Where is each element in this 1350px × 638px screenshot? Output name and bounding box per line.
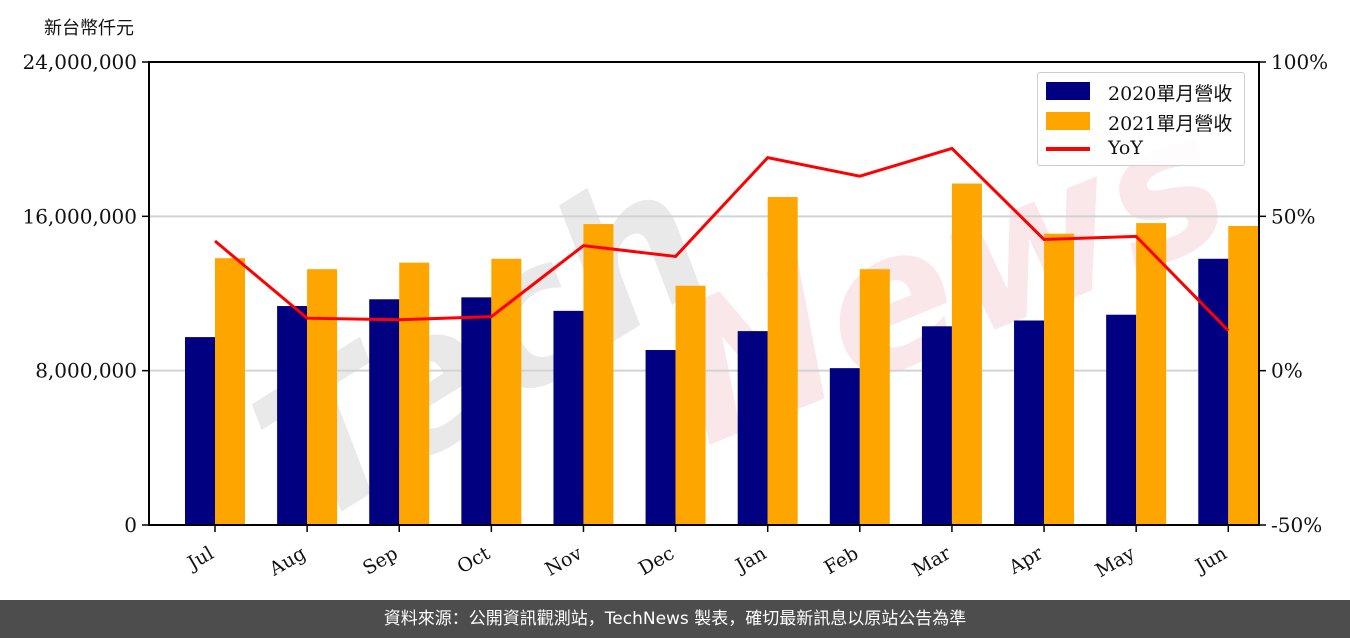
bar-2020: [829, 368, 860, 525]
x-tick-label: Jun: [1190, 542, 1231, 578]
bar-2021: [583, 224, 614, 526]
y-tick-label: 8,000,000: [35, 359, 137, 383]
y2-tick-label: 50%: [1271, 204, 1315, 228]
y2-tick-label: -50%: [1271, 513, 1322, 537]
bar-2020: [461, 297, 492, 525]
chart-plot: TechNews08,000,00016,000,00024,000,000-5…: [22, 50, 1328, 582]
legend-swatch-2020: [1046, 82, 1090, 100]
y-tick-label: 0: [124, 513, 137, 537]
bar-2020: [185, 337, 215, 525]
y2-tick-label: 0%: [1271, 359, 1303, 383]
legend-item-yoy: YoY: [1038, 135, 1244, 163]
bar-2021: [859, 269, 890, 525]
bar-2021: [215, 258, 245, 525]
bar-2021: [767, 197, 798, 525]
legend-label-yoy: YoY: [1108, 137, 1143, 159]
bar-2021: [399, 262, 430, 525]
legend-line-yoy: [1046, 147, 1090, 151]
y2-tick-label: 100%: [1271, 50, 1328, 74]
bar-2020: [1014, 320, 1045, 525]
x-tick-label: Jan: [730, 542, 770, 578]
x-tick-label: Jul: [182, 542, 217, 575]
bar-2021: [1228, 225, 1259, 525]
bar-2021: [951, 183, 982, 525]
x-tick-label: Apr: [1004, 542, 1047, 579]
bar-2021: [675, 285, 706, 525]
source-footer: 資料來源：公開資訊觀測站，TechNews 製表，確切最新訊息以原站公告為準: [0, 600, 1350, 638]
y-tick-label: 24,000,000: [22, 50, 137, 74]
bar-2021: [1044, 233, 1075, 525]
bar-2021: [1136, 223, 1167, 525]
x-tick-label: Feb: [821, 542, 863, 579]
legend-swatch-2021: [1046, 112, 1090, 130]
x-tick-label: Oct: [454, 542, 495, 578]
bar-2021: [491, 258, 522, 525]
plot-frame: [148, 61, 1260, 526]
bar-2020: [277, 306, 308, 525]
yoy-line: [214, 146, 1230, 332]
bar-2020: [369, 299, 400, 525]
bar-2020: [1198, 258, 1229, 525]
chart-area: 新台幣仟元 TechNews08,000,00016,000,00024,000…: [22, 18, 1328, 582]
bar-2020: [645, 350, 676, 525]
legend: 2020單月營收 2021單月營收 YoY: [1037, 72, 1245, 166]
bar-2021: [307, 269, 338, 525]
bar-2020: [1106, 314, 1137, 525]
legend-label-2020: 2020單月營收: [1108, 83, 1233, 105]
x-tick-label: Dec: [635, 542, 678, 580]
x-tick-label: Aug: [265, 542, 310, 581]
legend-item-2021: 2021單月營收: [1038, 107, 1244, 135]
bar-2020: [553, 310, 584, 525]
x-tick-label: Mar: [909, 542, 955, 581]
y-axis-unit-label: 新台幣仟元: [44, 18, 134, 39]
x-tick-label: May: [1092, 542, 1139, 582]
bar-2020: [921, 326, 952, 525]
legend-label-2021: 2021單月營收: [1108, 113, 1233, 135]
legend-item-2020: 2020單月營收: [1038, 77, 1244, 105]
x-tick-label: Nov: [541, 542, 586, 581]
bar-2020: [737, 331, 768, 525]
y-tick-label: 16,000,000: [22, 204, 137, 228]
